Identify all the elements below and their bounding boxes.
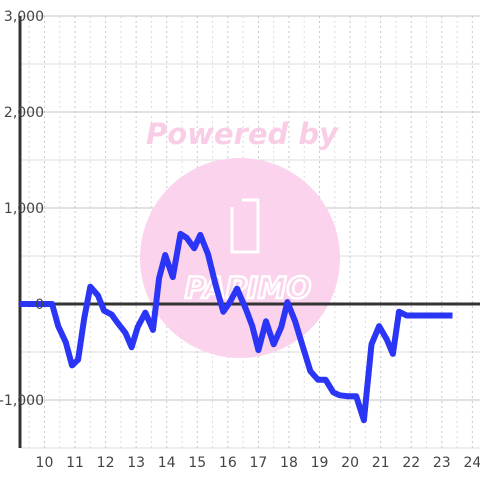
series-layer [20,230,453,424]
axes [18,16,480,448]
x-tick-label: 17 [249,455,267,471]
x-tick-label: 11 [66,455,84,471]
watermark-logo-text: PAPIMO [185,271,312,305]
y-tick-label: 2,000 [4,105,44,121]
x-tick-label: 19 [311,455,329,471]
y-tick-label: -1,000 [0,393,44,409]
series-line [20,230,453,424]
watermark: Powered by PAPIMO [140,117,340,358]
x-tick-label: 16 [219,455,237,471]
y-tick-label: 0 [35,297,44,313]
x-tick-label: 21 [372,455,390,471]
tick-labels: -1,000 0 1,000 2,000 3,000 10 11 12 13 14 15 16 17 18… [0,9,480,471]
watermark-circle [140,158,340,358]
watermark-powered-by-text: Powered by [146,117,339,151]
x-tick-label: 20 [341,455,359,471]
x-tick-label: 18 [280,455,298,471]
x-tick-label: 24 [463,455,480,471]
y-tick-label: 3,000 [4,9,44,25]
x-tick-label: 10 [36,455,54,471]
x-tick-label: 22 [402,455,420,471]
x-tick-label: 23 [433,455,451,471]
watermark-glass-icon [230,198,260,254]
x-tick-label: 14 [158,455,176,471]
x-tick-label: 13 [127,455,145,471]
x-tick-label: 12 [97,455,115,471]
x-tick-label: 15 [188,455,206,471]
y-tick-label: 1,000 [4,201,44,217]
